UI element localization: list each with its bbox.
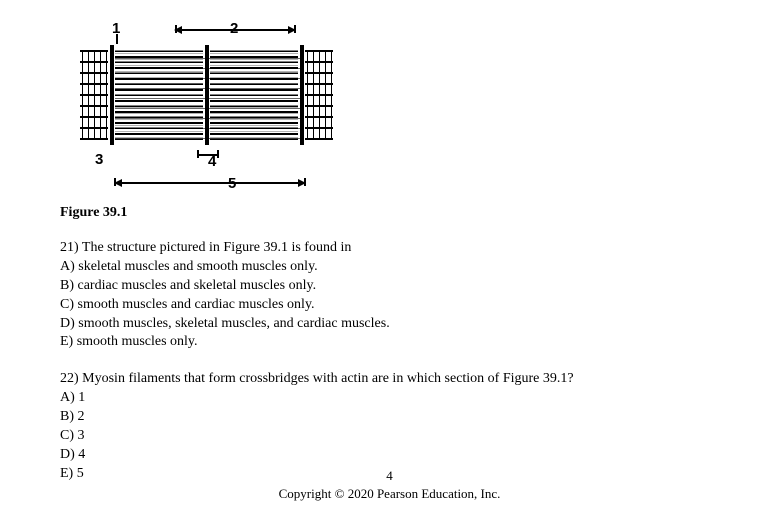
copyright-text: Copyright © 2020 Pearson Education, Inc.: [0, 485, 779, 503]
sarcomere-structure: [80, 45, 350, 145]
q21-prompt: 21) The structure pictured in Figure 39.…: [60, 239, 719, 258]
label-4: 4: [208, 153, 216, 170]
page-footer: 4 Copyright © 2020 Pearson Education, In…: [0, 467, 779, 503]
figure-caption: Figure 39.1: [60, 205, 719, 221]
q21-option-a: A) skeletal muscles and smooth muscles o…: [60, 258, 719, 277]
page-number: 4: [0, 467, 779, 485]
q22-option-c: C) 3: [60, 427, 719, 446]
q21-option-b: B) cardiac muscles and skeletal muscles …: [60, 277, 719, 296]
q21-option-d: D) smooth muscles, skeletal muscles, and…: [60, 315, 719, 334]
q22-prompt: 22) Myosin filaments that form crossbrid…: [60, 370, 719, 389]
label-5: 5: [228, 175, 236, 192]
q21-option-e: E) smooth muscles only.: [60, 333, 719, 352]
q22-option-b: B) 2: [60, 408, 719, 427]
q21-option-c: C) smooth muscles and cardiac muscles on…: [60, 296, 719, 315]
question-21: 21) The structure pictured in Figure 39.…: [60, 239, 719, 352]
sarcomere-diagram: 1 2 3 4 5: [80, 20, 380, 200]
q22-option-d: D) 4: [60, 446, 719, 465]
label-3: 3: [95, 151, 103, 168]
q22-option-a: A) 1: [60, 389, 719, 408]
arrow-5: [115, 182, 305, 184]
arrow-2: [175, 29, 295, 31]
